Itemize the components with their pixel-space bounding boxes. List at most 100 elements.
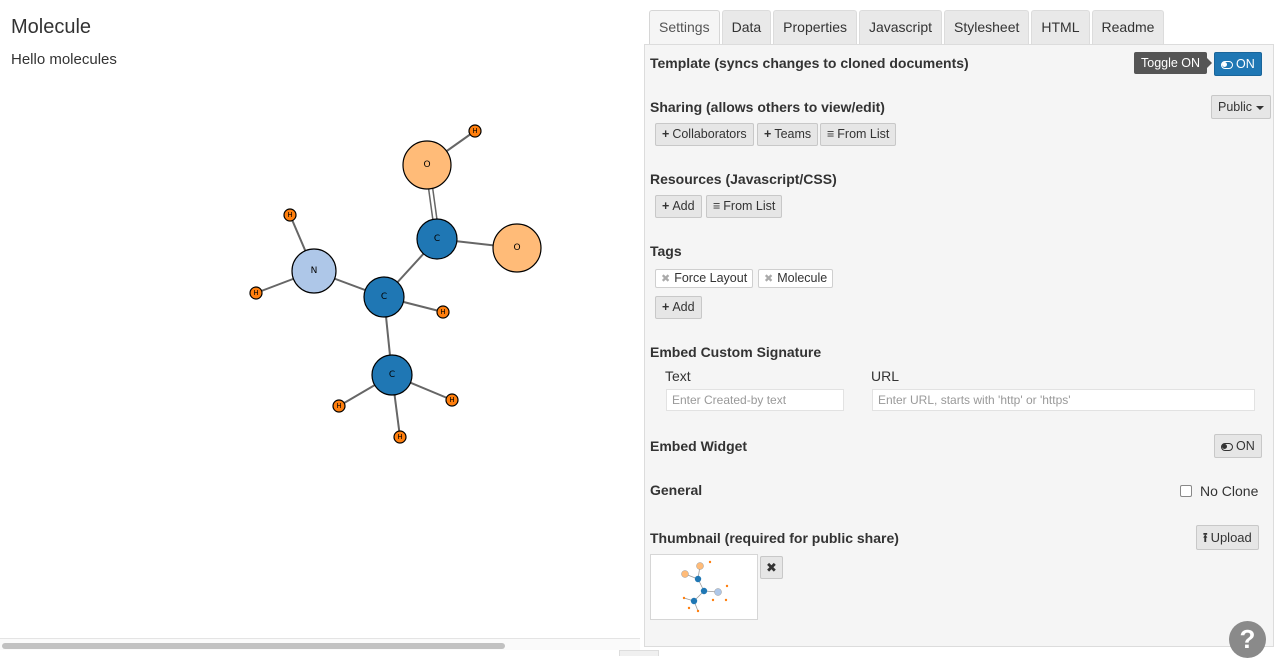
tag-chip: ✖ Force Layout bbox=[655, 269, 754, 288]
visibility-value: Public bbox=[1218, 100, 1253, 114]
tab-stylesheet[interactable]: Stylesheet bbox=[944, 10, 1030, 45]
template-toggle-label: ON bbox=[1236, 57, 1255, 71]
teams-button[interactable]: + Teams bbox=[757, 123, 819, 146]
collaborators-button[interactable]: + Collaborators bbox=[655, 123, 754, 146]
toggle-icon bbox=[1221, 61, 1233, 69]
list-icon: ≡ bbox=[827, 127, 835, 141]
toggle-tooltip: Toggle ON bbox=[1134, 52, 1213, 74]
tab-properties[interactable]: Properties bbox=[773, 10, 857, 45]
settings-panel: Template (syncs changes to cloned docume… bbox=[644, 44, 1274, 647]
sharing-from-list-button[interactable]: ≡ From List bbox=[820, 123, 897, 146]
tab-data[interactable]: Data bbox=[721, 10, 772, 45]
tag-label: Force Layout bbox=[674, 271, 748, 285]
add-tag-label: Add bbox=[672, 300, 695, 314]
atom-hydrogen[interactable]: H bbox=[436, 305, 450, 319]
atom-nitrogen[interactable]: N bbox=[291, 248, 337, 294]
atom-label: H bbox=[253, 289, 258, 297]
thumbnail-atom bbox=[682, 596, 686, 600]
thumbnail-atom bbox=[696, 562, 704, 570]
tab-javascript[interactable]: Javascript bbox=[858, 10, 943, 45]
horizontal-scrollbar[interactable] bbox=[0, 638, 640, 650]
atom-hydrogen[interactable]: H bbox=[393, 430, 407, 444]
thumbnail-atom bbox=[696, 609, 700, 613]
no-clone-label: No Clone bbox=[1200, 483, 1259, 499]
atom-carbon[interactable]: C bbox=[363, 276, 405, 318]
signature-url-label: URL bbox=[871, 368, 900, 384]
template-toggle-button[interactable]: ON bbox=[1214, 52, 1262, 76]
panel-resize-handle[interactable] bbox=[619, 650, 659, 656]
plus-icon: + bbox=[764, 127, 772, 141]
plus-icon: + bbox=[662, 127, 670, 141]
tab-html[interactable]: HTML bbox=[1031, 10, 1090, 45]
signature-text-input[interactable] bbox=[666, 389, 844, 411]
teams-label: Teams bbox=[774, 127, 812, 141]
visibility-dropdown[interactable]: Public bbox=[1211, 95, 1272, 119]
list-icon: ≡ bbox=[713, 199, 721, 213]
thumbnail-atom bbox=[687, 606, 691, 610]
signature-url-input[interactable] bbox=[872, 389, 1255, 411]
atom-hydrogen[interactable]: H bbox=[445, 393, 459, 407]
page-title: Molecule bbox=[11, 16, 92, 38]
atom-label: H bbox=[440, 308, 445, 316]
atom-hydrogen[interactable]: H bbox=[283, 208, 297, 222]
general-label: General bbox=[650, 482, 703, 498]
atom-label: H bbox=[397, 433, 402, 441]
atom-label: C bbox=[389, 370, 395, 380]
thumbnail-atom bbox=[711, 598, 715, 602]
atom-label: C bbox=[434, 234, 440, 244]
embed-widget-toggle-button[interactable]: ON bbox=[1214, 434, 1262, 458]
atom-hydrogen[interactable]: H bbox=[332, 399, 346, 413]
remove-tag-icon[interactable]: ✖ bbox=[661, 273, 671, 285]
signature-label: Embed Custom Signature bbox=[650, 344, 822, 360]
tag-label: Molecule bbox=[777, 271, 828, 285]
editor-tabs: Settings Data Properties Javascript Styl… bbox=[649, 10, 1166, 45]
atom-label: H bbox=[336, 402, 341, 410]
atom-carbon[interactable]: C bbox=[416, 218, 458, 260]
resources-from-list-button[interactable]: ≡ From List bbox=[706, 195, 783, 218]
remove-tag-icon[interactable]: ✖ bbox=[764, 273, 774, 285]
close-icon: ✖ bbox=[766, 560, 777, 575]
sharing-label: Sharing (allows others to view/edit) bbox=[650, 99, 885, 115]
thumbnail-molecule bbox=[681, 560, 729, 613]
thumbnail-label: Thumbnail (required for public share) bbox=[650, 530, 899, 546]
page-subtitle: Hello molecules bbox=[11, 51, 117, 68]
thumbnail-image bbox=[650, 554, 758, 620]
atom-hydrogen[interactable]: H bbox=[468, 124, 482, 138]
signature-text-label: Text bbox=[665, 368, 691, 384]
molecule-graph[interactable]: O O C N C C H H H H H H H bbox=[0, 0, 640, 636]
atom-label: H bbox=[287, 211, 292, 219]
tab-readme[interactable]: Readme bbox=[1091, 10, 1165, 45]
atom-label: O bbox=[423, 160, 430, 170]
question-icon: ? bbox=[1239, 624, 1256, 654]
scrollbar-thumb[interactable] bbox=[2, 643, 505, 649]
atom-oxygen[interactable]: O bbox=[402, 140, 452, 190]
atom-label: N bbox=[311, 266, 318, 276]
remove-thumbnail-button[interactable]: ✖ bbox=[760, 556, 783, 579]
resources-add-button[interactable]: + Add bbox=[655, 195, 702, 218]
upload-label: Upload bbox=[1210, 530, 1252, 545]
no-clone-checkbox[interactable] bbox=[1180, 485, 1192, 497]
thumbnail-atom bbox=[724, 598, 728, 602]
atom-carbon[interactable]: C bbox=[371, 354, 413, 396]
atom-label: H bbox=[449, 396, 454, 404]
atom-label: O bbox=[513, 243, 520, 253]
embed-widget-toggle-label: ON bbox=[1236, 439, 1255, 453]
toggle-icon bbox=[1221, 443, 1233, 451]
atom-hydrogen[interactable]: H bbox=[249, 286, 263, 300]
thumbnail-atom bbox=[681, 570, 689, 578]
template-label: Template (syncs changes to cloned docume… bbox=[650, 55, 969, 71]
tab-settings[interactable]: Settings bbox=[649, 10, 720, 45]
resources-add-label: Add bbox=[672, 199, 695, 213]
embed-widget-label: Embed Widget bbox=[650, 438, 748, 454]
preview-pane: O O C N C C H H H H H H H Molecule Hello… bbox=[0, 0, 640, 656]
upload-button[interactable]: ⭱ Upload bbox=[1196, 525, 1259, 550]
help-button[interactable]: ? bbox=[1229, 621, 1266, 658]
atom-oxygen[interactable]: O bbox=[492, 223, 542, 273]
resources-from-list-label: From List bbox=[723, 199, 776, 213]
atom-label: H bbox=[472, 127, 477, 135]
atom-label: C bbox=[381, 292, 387, 302]
thumbnail-atom bbox=[690, 597, 698, 605]
thumbnail-atom bbox=[714, 588, 722, 596]
add-tag-button[interactable]: + Add bbox=[655, 296, 702, 319]
atoms: O O C N C C H H H H H H H bbox=[249, 124, 542, 444]
